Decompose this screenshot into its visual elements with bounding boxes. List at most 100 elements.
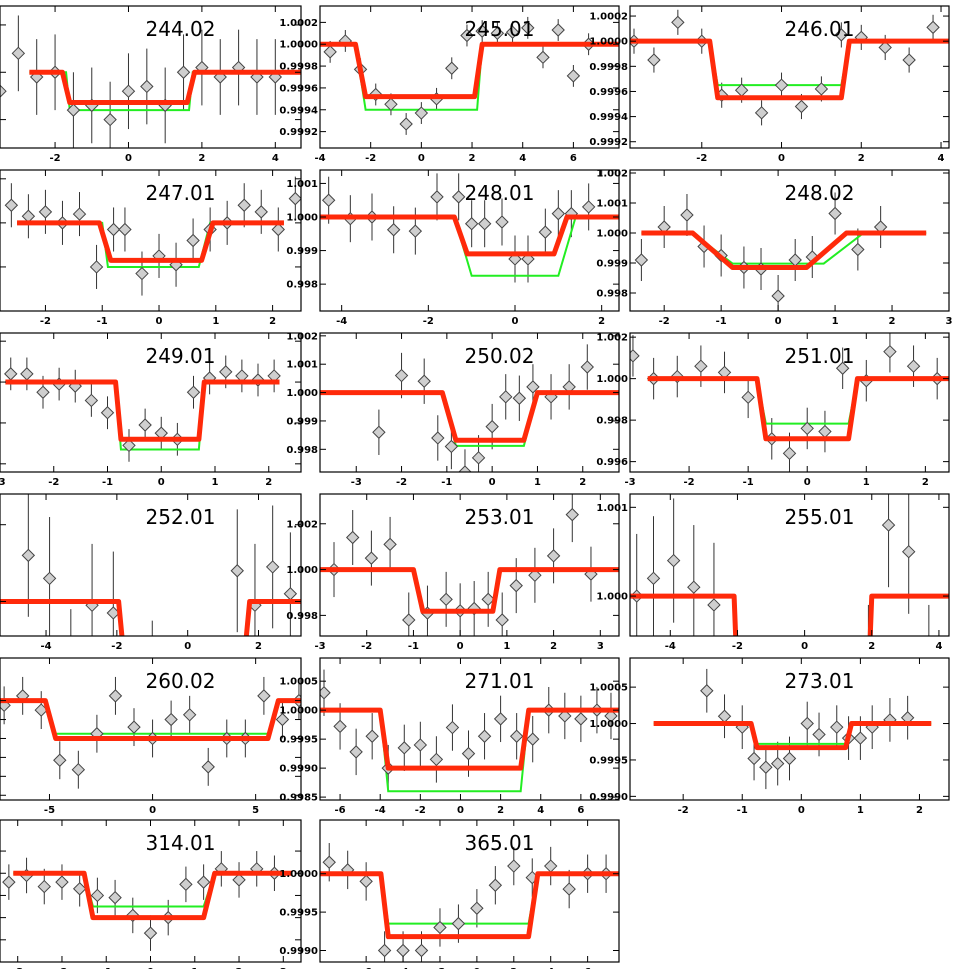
data-point [135,266,149,281]
x-tick-label: 4 [519,153,526,164]
data-point [21,548,36,563]
data-point [666,553,681,568]
data-point [835,361,850,375]
transit-model-line [653,721,932,751]
y-tick-label: 0.998 [596,416,628,427]
y-tick-label: 1.002 [286,519,318,530]
data-point [267,866,282,880]
axes-frame [319,657,620,801]
data-point [349,745,363,759]
x-tick-label: -3 [314,641,325,652]
data-point [748,901,760,913]
data-point [106,222,121,237]
data-point [512,391,527,405]
data-point [413,738,428,752]
x-tick-label: 2 [265,477,272,488]
transit-model-line [320,41,619,100]
axes-frame [319,819,620,963]
data-point [53,753,67,767]
x-tick-label: 2 [497,805,504,816]
transit-model-line [0,598,301,636]
x-tick-label: 2 [469,153,476,164]
data-point [85,98,99,113]
y-tick-label: 1.001 [286,360,318,371]
data-point [536,50,550,65]
x-tick-label: 2 [269,316,276,327]
data-point [481,592,495,607]
x-tick-label: 0 [801,641,808,652]
data-point [72,207,87,221]
alt-model-line [13,872,293,908]
x-tick-label: -3 [624,477,635,488]
y-tick-label: 1.0005 [589,683,628,694]
data-point [507,859,521,873]
data-point [551,206,566,221]
alt-model-line [320,872,619,925]
x-tick-label: -2 [696,153,707,164]
data-point [902,53,916,67]
axes-frame [0,819,302,963]
x-tick-label: 1 [832,316,839,327]
data-point [182,707,194,719]
data-point [851,242,865,257]
data-point [414,106,429,120]
data-point [48,65,62,79]
data-point [493,712,508,726]
data-point [566,69,581,83]
y-tick-label: 1.0002 [279,18,318,29]
data-point [66,103,81,117]
x-tick-label: -1 [97,316,108,327]
x-tick-label: 1 [212,316,219,327]
data-point [471,451,486,465]
data-point [214,862,229,876]
data-point [383,537,397,552]
data-point [680,208,694,222]
data-point [11,46,26,61]
data-point [581,200,596,214]
transit-model-line [13,870,293,921]
data-point [71,762,86,777]
y-tick-label: 1.0000 [279,40,318,51]
data-point [694,359,708,373]
transit-model-line [320,707,619,771]
x-tick-label: 3 [597,641,604,652]
data-point [340,863,355,877]
data-point [168,784,180,796]
data-point [647,53,661,67]
data-point [734,83,749,97]
data-point [854,30,868,45]
data-point [881,518,896,532]
data-point [499,390,513,404]
y-tick-label: 0.996 [596,457,628,468]
x-tick-label: 6 [570,153,577,164]
x-tick-label: -1 [408,641,419,652]
data-point [714,248,728,263]
data-point [42,571,57,586]
x-tick-label: 0 [457,805,464,816]
data-point [830,720,844,734]
y-tick-label: 1.0002 [589,12,628,23]
y-tick-label: 0.9992 [589,137,628,148]
x-tick-label: -2 [423,316,434,327]
data-point [521,252,535,266]
alt-model-line [320,216,619,277]
data-point [828,206,842,221]
x-tick-label: 0 [489,477,496,488]
x-tick-label: 4 [537,805,544,816]
data-point [0,84,7,98]
data-point [365,729,379,743]
data-point [700,684,714,698]
x-tick-label: 2 [889,316,896,327]
data-point [509,729,524,743]
x-tick-label: 2 [916,805,923,816]
x-tick-label: 0 [804,477,811,488]
data-point [842,794,854,806]
alt-model-line [17,221,284,268]
data-point [15,689,30,703]
panel-title: 253.01 [465,505,535,529]
